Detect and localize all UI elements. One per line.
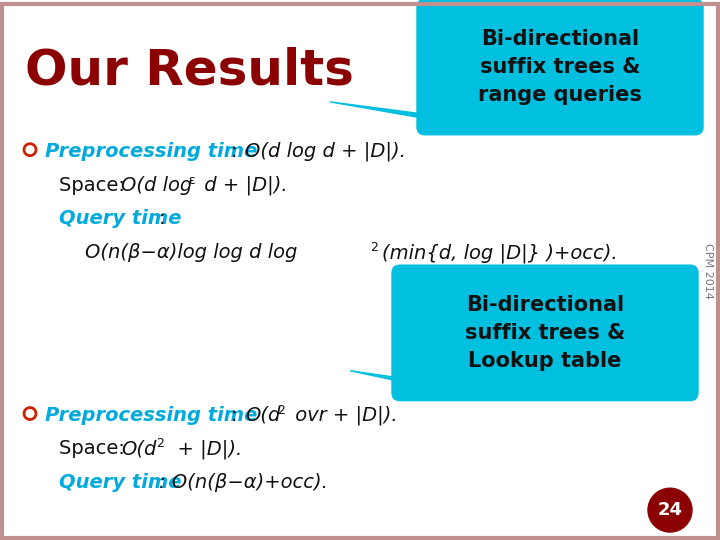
Text: O(d: O(d [121, 440, 156, 458]
Text: Query time: Query time [59, 473, 181, 492]
Circle shape [648, 488, 692, 532]
Text: :: : [231, 141, 244, 161]
Text: 24: 24 [657, 501, 683, 519]
Polygon shape [350, 371, 503, 393]
Text: O(n(β−α)log log d log: O(n(β−α)log log d log [85, 244, 297, 262]
Text: + |D|).: + |D|). [165, 440, 242, 459]
Text: :: : [159, 210, 166, 228]
Text: (min{d, log |D|} )+occ).: (min{d, log |D|} )+occ). [382, 244, 618, 263]
Text: d + |D|).: d + |D|). [198, 176, 287, 195]
Text: O(d log: O(d log [121, 176, 192, 194]
Text: 2: 2 [370, 241, 378, 254]
FancyBboxPatch shape [392, 265, 698, 401]
Polygon shape [330, 102, 523, 127]
Text: CPM 2014: CPM 2014 [703, 243, 713, 299]
Text: 2: 2 [277, 403, 285, 416]
Text: Bi-directional
suffix trees &
range queries: Bi-directional suffix trees & range quer… [478, 29, 642, 105]
Text: Bi-directional
suffix trees &
Lookup table: Bi-directional suffix trees & Lookup tab… [465, 295, 625, 371]
Text: :: : [231, 406, 244, 424]
Text: ε: ε [188, 173, 194, 187]
Text: Space:: Space: [59, 440, 131, 458]
Text: Preprocessing time: Preprocessing time [45, 406, 257, 424]
Text: Space:: Space: [59, 176, 131, 194]
Text: 2: 2 [153, 437, 165, 450]
Text: O(d log d + |D|).: O(d log d + |D|). [245, 141, 406, 161]
Text: : O(n(β−α)+occ).: : O(n(β−α)+occ). [159, 473, 328, 492]
FancyBboxPatch shape [417, 0, 703, 135]
Text: O(d: O(d [245, 406, 280, 424]
Text: Our Results: Our Results [25, 46, 354, 94]
Text: Query time: Query time [59, 210, 181, 228]
Text: ovr + |D|).: ovr + |D|). [289, 406, 397, 425]
Text: Preprocessing time: Preprocessing time [45, 141, 257, 161]
